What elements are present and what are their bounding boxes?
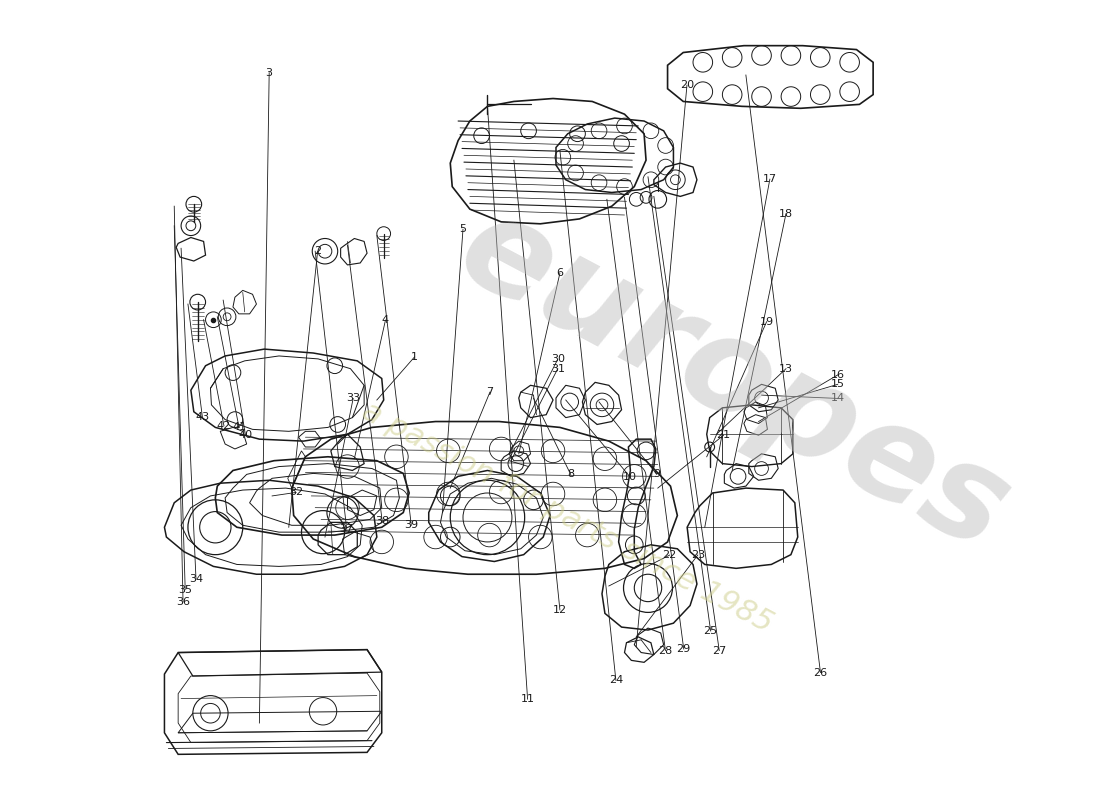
Text: a passion for parts since 1985: a passion for parts since 1985 [358, 397, 778, 638]
Text: 18: 18 [779, 209, 793, 218]
Text: 31: 31 [551, 364, 564, 374]
Text: 40: 40 [239, 430, 253, 440]
Text: 17: 17 [762, 174, 777, 184]
Text: 27: 27 [712, 646, 726, 655]
Text: 23: 23 [691, 550, 705, 560]
Text: 21: 21 [716, 430, 730, 440]
Text: 6: 6 [557, 268, 563, 278]
Text: 16: 16 [830, 370, 845, 380]
Text: 29: 29 [676, 644, 691, 654]
Text: 42: 42 [217, 421, 231, 431]
Text: 4: 4 [382, 315, 389, 325]
Text: 30: 30 [551, 354, 564, 364]
Text: 1: 1 [411, 352, 418, 362]
Text: 14: 14 [830, 394, 845, 403]
Text: 8: 8 [568, 470, 574, 479]
Text: europes: europes [439, 183, 1030, 578]
Text: 2: 2 [315, 246, 321, 256]
Text: 35: 35 [178, 585, 192, 594]
Text: 9: 9 [653, 470, 660, 479]
Text: 43: 43 [196, 412, 209, 422]
Text: 37: 37 [340, 524, 354, 534]
Text: 24: 24 [608, 675, 623, 686]
Text: 33: 33 [346, 394, 360, 403]
Text: 7: 7 [486, 387, 494, 397]
Text: 19: 19 [760, 317, 773, 326]
Text: 32: 32 [289, 487, 304, 498]
Text: 10: 10 [623, 472, 637, 482]
Text: 20: 20 [680, 80, 694, 90]
Text: 34: 34 [189, 574, 204, 583]
Text: 11: 11 [520, 694, 535, 704]
Text: 15: 15 [830, 379, 845, 390]
Text: 36: 36 [176, 597, 190, 607]
Text: 22: 22 [662, 550, 676, 560]
Text: 25: 25 [704, 626, 717, 636]
Text: 12: 12 [553, 605, 566, 615]
Text: 3: 3 [266, 68, 273, 78]
Text: 5: 5 [460, 224, 466, 234]
Text: 38: 38 [375, 516, 389, 526]
Text: 39: 39 [404, 520, 418, 530]
Text: 28: 28 [658, 646, 672, 655]
Text: 41: 41 [232, 422, 246, 433]
Text: 13: 13 [779, 364, 793, 374]
Text: 26: 26 [813, 667, 827, 678]
